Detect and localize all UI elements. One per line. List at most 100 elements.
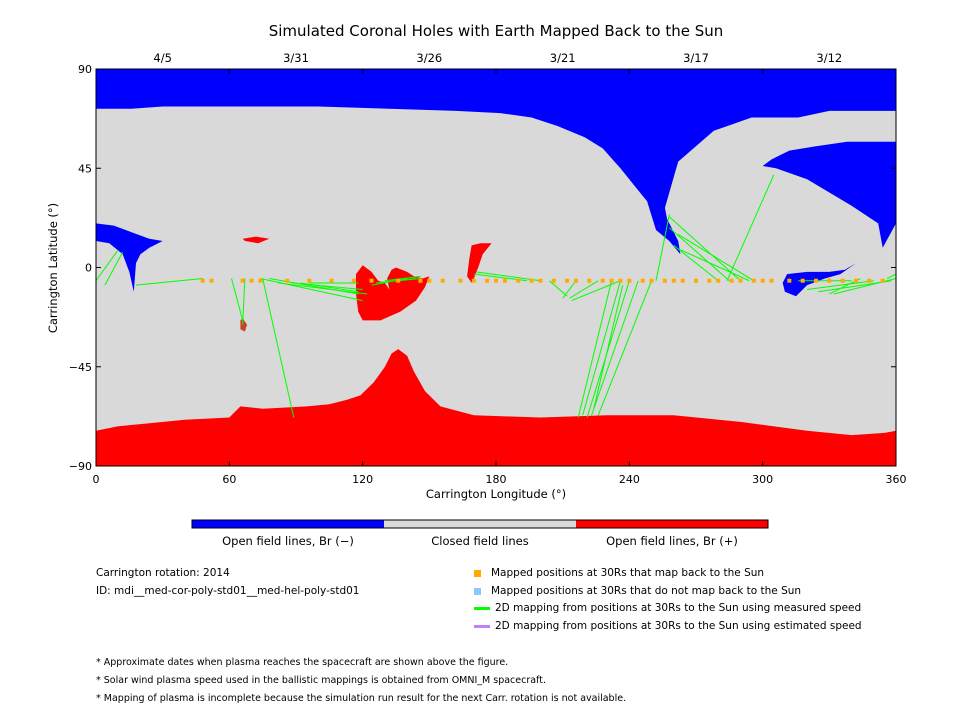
region-pos-67 <box>240 318 248 332</box>
mapped-point <box>769 278 774 283</box>
mapped-point <box>716 278 721 283</box>
x-axis-label: Carrington Longitude (°) <box>426 487 566 501</box>
mapped-point <box>787 278 792 283</box>
mapped-point <box>427 278 432 283</box>
mapped-point <box>249 278 254 283</box>
mapping-line <box>291 282 363 291</box>
colorbar-label-negative: Open field lines, Br (−) <box>222 534 354 548</box>
colorbar-frame <box>191 519 769 529</box>
chart-title: Simulated Coronal Holes with Earth Mappe… <box>269 22 724 40</box>
region-south-positive <box>96 349 896 466</box>
mapping-line <box>242 278 246 325</box>
mapping-line <box>582 280 621 416</box>
legend-item-measured-speed: 2D mapping from positions at 30Rs to the… <box>474 602 861 614</box>
mapping-line <box>577 280 613 418</box>
legend-item-unmapped: Mapped positions at 30Rs that do not map… <box>474 585 801 597</box>
mapping-line <box>571 280 621 302</box>
top-date-label: 3/12 <box>816 51 842 65</box>
mapped-point <box>240 278 245 283</box>
mapped-point <box>418 278 423 283</box>
mapped-point <box>854 278 858 283</box>
mapping-line <box>231 278 244 321</box>
mapping-line <box>677 233 755 282</box>
top-date-label: 3/31 <box>283 51 309 65</box>
mapped-point <box>307 278 312 283</box>
mapped-point <box>209 278 214 283</box>
mapped-point <box>485 278 490 283</box>
purple-line-icon <box>474 624 490 628</box>
legend-label: Mapped positions at 30Rs that do not map… <box>491 585 802 597</box>
mapped-point <box>369 278 374 283</box>
mapping-line <box>95 249 119 282</box>
mapped-point <box>760 278 765 283</box>
mapped-point <box>600 278 605 283</box>
map-plot-area <box>95 68 897 467</box>
region-pos-65 <box>242 236 270 244</box>
mapping-line <box>104 251 124 286</box>
mapping-line <box>680 249 750 282</box>
mapping-line <box>135 278 203 286</box>
mapped-point <box>502 278 507 283</box>
mapped-point <box>640 278 645 283</box>
mapping-line <box>262 278 295 418</box>
carrington-rotation-text: Carrington rotation: 2014 <box>96 567 230 579</box>
mapping-line <box>833 278 897 295</box>
top-date-label: 3/21 <box>550 51 576 65</box>
mapped-point <box>814 278 818 283</box>
mapping-line <box>726 174 775 281</box>
mapped-point <box>285 278 290 283</box>
top-date-labels: 4/5 3/31 3/26 3/21 3/17 3/12 <box>153 51 842 65</box>
mapping-line <box>886 273 897 279</box>
blue-square-icon <box>474 587 481 595</box>
closed-field-background <box>96 69 896 466</box>
mapped-point <box>680 278 685 283</box>
mapped-point <box>840 278 845 283</box>
mapped-point <box>800 278 805 283</box>
mapping-line <box>384 275 421 282</box>
region-small-negative <box>782 263 856 297</box>
mapping-line <box>562 280 577 299</box>
mapped-point <box>258 278 263 283</box>
field-line-colorbar <box>191 519 769 529</box>
mapped-point <box>609 278 614 283</box>
colorbar-segment <box>576 520 768 528</box>
mapped-point <box>471 278 476 283</box>
mapped-point <box>516 278 521 283</box>
top-date-label: 3/17 <box>683 51 709 65</box>
y-axis-label: Carrington Latitude (°) <box>46 203 60 333</box>
x-tick-label: 60 <box>222 473 236 486</box>
mapped-point <box>880 278 885 283</box>
mapped-point <box>662 278 667 283</box>
orange-square-icon <box>474 569 481 577</box>
x-tick-label: 180 <box>486 473 507 486</box>
mapping-line <box>549 280 568 297</box>
mapped-point <box>565 278 570 283</box>
x-tick-label: 120 <box>352 473 373 486</box>
mapped-point <box>738 278 743 283</box>
x-tick-label: 240 <box>619 473 640 486</box>
x-tick-label: 360 <box>886 473 907 486</box>
mapped-point <box>729 278 734 283</box>
mapped-points <box>200 278 885 283</box>
mapping-line <box>278 282 368 295</box>
colorbar-segment <box>192 520 384 528</box>
mapped-point <box>627 278 632 283</box>
legend-label: 2D mapping from positions at 30Rs to the… <box>495 602 862 614</box>
ballistic-mapping-lines <box>95 174 897 418</box>
mapped-point <box>618 278 623 283</box>
mapped-point <box>867 278 872 283</box>
footnote-speed: * Solar wind plasma speed used in the ba… <box>96 675 546 686</box>
top-date-label: 3/26 <box>416 51 442 65</box>
colorbar-label-positive: Open field lines, Br (+) <box>606 534 738 548</box>
mapped-point <box>551 278 556 283</box>
mapped-point <box>707 278 712 283</box>
mapping-line <box>593 285 624 409</box>
mapped-point <box>440 278 445 283</box>
mapping-line <box>807 280 874 291</box>
mapping-line <box>398 278 421 282</box>
mapped-point <box>671 278 676 283</box>
legend-label: Mapped positions at 30Rs that map back t… <box>491 567 765 579</box>
colorbar-label-closed: Closed field lines <box>431 534 529 548</box>
mapped-point <box>458 278 463 283</box>
colorbar-labels: Open field lines, Br (−) Closed field li… <box>222 534 738 548</box>
